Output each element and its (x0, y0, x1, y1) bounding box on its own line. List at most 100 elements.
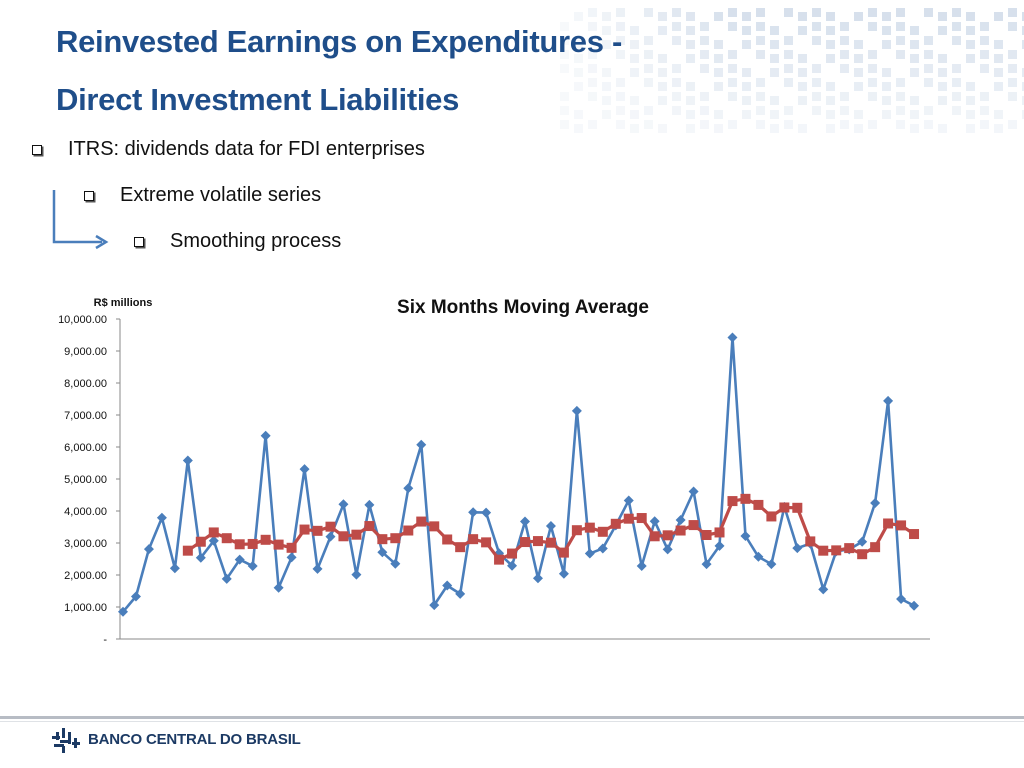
decoration-tile (560, 92, 569, 101)
decoration-tile (784, 78, 793, 87)
decoration-tile (630, 96, 639, 105)
decoration-tile (658, 54, 667, 63)
decoration-tile (1008, 8, 1017, 17)
decoration-tile (966, 40, 975, 49)
series-2-point (610, 518, 621, 529)
decoration-tile (896, 50, 905, 59)
decoration-tile (588, 50, 597, 59)
decoration-tile (574, 54, 583, 63)
series-1-point (532, 573, 543, 584)
footer-divider (0, 716, 1024, 719)
decoration-tile (630, 68, 639, 77)
decoration-tile (672, 92, 681, 101)
decoration-tile (798, 26, 807, 35)
decoration-tile (1022, 12, 1024, 21)
decoration-tile (868, 78, 877, 87)
bullet-volatile-text: Extreme volatile series (120, 184, 322, 206)
series-1-point (792, 543, 803, 554)
series-2-point (429, 521, 440, 532)
series-1-point (273, 582, 284, 593)
decoration-tile (574, 40, 583, 49)
series-2-point (649, 531, 660, 542)
decoration-tile (812, 36, 821, 45)
decoration-tile (966, 124, 975, 133)
decoration-tile (602, 12, 611, 21)
moving-average-chart: Six Months Moving Average R$ millions - 1… (58, 297, 930, 646)
decoration-tile (882, 110, 891, 119)
decoration-tile (644, 120, 653, 129)
decoration-tile (896, 120, 905, 129)
bcb-logo-icon (52, 728, 80, 753)
decoration-tile (658, 68, 667, 77)
decoration-tile (700, 120, 709, 129)
decoration-tile (784, 64, 793, 73)
decoration-tile (644, 78, 653, 87)
series-1-point (818, 584, 829, 595)
series-2-point (883, 518, 894, 529)
decoration-tile (560, 22, 569, 31)
decoration-tile (910, 110, 919, 119)
series-2-point (403, 525, 414, 536)
decoration-tile (588, 64, 597, 73)
y-tick-label: 8,000.00 (64, 378, 107, 390)
decoration-tile (616, 22, 625, 31)
series-1-line (122, 336, 915, 613)
series-2-point (351, 529, 362, 540)
series-1-point (623, 495, 634, 506)
series-2-point (831, 545, 842, 556)
series-2-point (390, 533, 401, 544)
decoration-tile (868, 8, 877, 17)
decoration-tile (658, 96, 667, 105)
decoration-tile (672, 36, 681, 45)
series-2-point (247, 538, 258, 549)
series-1-point (325, 531, 336, 542)
decoration-tile (784, 8, 793, 17)
decoration-tile (854, 124, 863, 133)
decoration-tile (980, 64, 989, 73)
series-2-point (584, 522, 595, 533)
decoration-tile (574, 82, 583, 91)
series-1-point (597, 543, 608, 554)
decoration-tile (910, 96, 919, 105)
decoration-tile (938, 54, 947, 63)
decoration-tile (812, 64, 821, 73)
series-1-point (286, 552, 297, 563)
decoration-tile (896, 36, 905, 45)
decoration-tile (882, 82, 891, 91)
series-2-point (195, 536, 206, 547)
decoration-tile (644, 36, 653, 45)
series-1-point (636, 561, 647, 572)
series-2-point (753, 499, 764, 510)
bullet-itrs: ITRS: dividends data for FDI enterprises (32, 138, 425, 161)
decoration-tile (840, 92, 849, 101)
series-2-point (364, 521, 375, 532)
series-1-point (377, 547, 388, 558)
series-2-point (714, 527, 725, 538)
decoration-tile (910, 26, 919, 35)
decoration-tile (938, 124, 947, 133)
series-1-point (118, 606, 128, 617)
decoration-tile (700, 92, 709, 101)
series-1-point (299, 464, 310, 475)
decoration-tile (770, 54, 779, 63)
series-2-point (727, 496, 738, 507)
decoration-tile (714, 68, 723, 77)
decoration-tile (1008, 78, 1017, 87)
decoration-tile (868, 64, 877, 73)
bullet-smoothing-text: Smoothing process (170, 230, 342, 252)
series-1-point (247, 561, 258, 572)
decoration-tile (742, 40, 751, 49)
decoration-tile (840, 64, 849, 73)
decoration-tile (994, 124, 1003, 133)
series-2-point (455, 542, 466, 553)
decoration-tile (854, 68, 863, 77)
series-2-point (221, 533, 232, 544)
series-1-point (545, 521, 556, 532)
decoration-tile (938, 82, 947, 91)
decoration-tile (714, 110, 723, 119)
series-1-point (130, 591, 141, 602)
series-2-point (662, 530, 673, 541)
series-2-point (688, 520, 699, 531)
series-2-point (377, 534, 388, 545)
decoration-tile (602, 96, 611, 105)
